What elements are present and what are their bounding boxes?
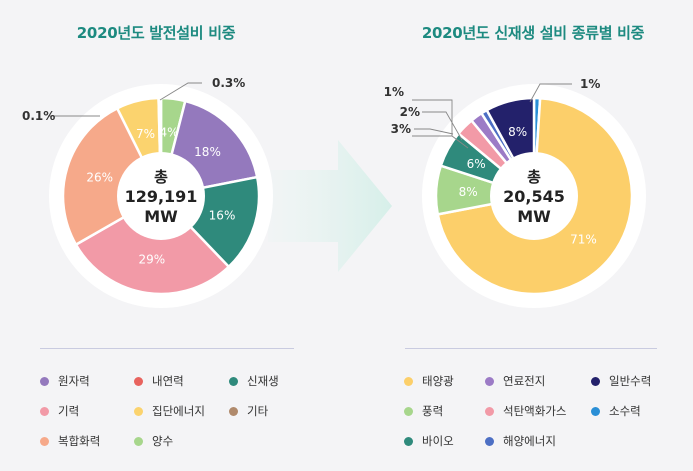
legend-item: 양수 [134,433,173,449]
slice-label: 6% [467,157,486,171]
legend-item: 복합화력 [40,433,100,449]
center-total-label: 총 [154,168,168,186]
legend-label: 바이오 [422,434,454,448]
legend-item: 바이오 [404,433,454,449]
legend-item: 태양광 [404,373,454,389]
pie-slice [74,194,231,296]
slice-label: 8% [508,125,527,139]
legend-swatch [229,406,238,416]
legend-label: 소수력 [609,404,641,418]
legend-label: 석탄액화가스 [503,404,567,418]
slice-label-external: 1% [384,85,404,99]
legend-swatch [485,376,494,386]
leader-line [529,83,572,103]
legend-swatch [40,436,49,446]
slice-label: 16% [209,208,236,222]
legend-swatch [134,406,143,416]
legend-swatch [134,436,143,446]
legend-swatch [591,376,600,386]
legend-label: 풍력 [422,404,444,418]
pie-slice [61,106,163,247]
center-total-label: MW [517,207,551,226]
legend-swatch [485,406,494,416]
slice-label: 18% [194,145,221,159]
legend-label: 일반수력 [609,374,652,388]
legend-item: 원자력 [40,373,90,389]
legend-swatch [404,376,413,386]
leader-line [414,128,454,135]
legend-label: 내연력 [152,374,184,388]
legend-item: 석탄액화가스 [485,403,566,419]
left-legend-divider [40,348,294,349]
legend-swatch [404,406,413,416]
legend-swatch [40,376,49,386]
right-chart-title: 2020년도 신재생 설비 종류별 비중 [421,24,645,42]
legend-swatch [40,406,49,416]
legend-swatch [134,376,143,386]
legend-item: 풍력 [404,403,443,419]
arrow-shape [268,140,392,272]
legend-item: 연료전지 [485,373,545,389]
slice-label-external: 0.3% [212,76,245,90]
legend-label: 기력 [58,404,80,418]
slice-label: 71% [570,233,597,247]
pie-center-hole [490,152,578,240]
leader-line [159,82,202,101]
slice-label-external: 0.1% [22,109,55,123]
legend-label: 연료전지 [503,374,546,388]
legend-item: 집단에너지 [134,403,205,419]
slice-label-external: 1% [580,77,600,91]
slice-label-external: 3% [391,122,411,136]
slice-label: 29% [138,252,165,266]
slice-label: 26% [86,170,113,184]
legend-label: 태양광 [422,374,454,388]
center-total-label: 총 [527,168,541,186]
legend-swatch [485,436,494,446]
center-total-label: 20,545 [503,187,565,206]
pie-center-hole [117,152,205,240]
leader-line [412,99,453,136]
legend-swatch [404,436,413,446]
legend-swatch [229,376,238,386]
legend-item: 해양에너지 [485,433,556,449]
legend-swatch [591,406,600,416]
legend-label: 집단에너지 [152,404,205,418]
leader-line [422,111,463,141]
slice-label: 4% [159,126,178,140]
legend-item: 소수력 [591,403,641,419]
legend-item: 내연력 [134,373,184,389]
slice-label: 7% [136,127,155,141]
legend-label: 신재생 [247,374,279,388]
slice-label-external: 2% [400,105,420,119]
legend-label: 해양에너지 [503,434,556,448]
legend-item: 기타 [229,403,268,419]
center-total-label: 129,191 [125,187,198,206]
left-chart-title: 2020년도 발전설비 비중 [76,24,236,42]
legend-item: 일반수력 [591,373,651,389]
slice-label: 8% [459,185,478,199]
legend-label: 복합화력 [58,434,101,448]
legend-item: 기력 [40,403,79,419]
legend-label: 양수 [152,434,174,448]
legend-label: 원자력 [58,374,90,388]
right-legend-divider [405,348,657,349]
legend-item: 신재생 [229,373,279,389]
center-total-label: MW [144,207,178,226]
legend-label: 기타 [247,404,269,418]
